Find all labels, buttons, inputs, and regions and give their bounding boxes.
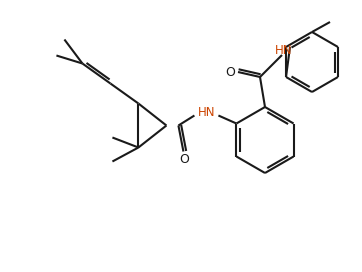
Text: O: O <box>180 153 189 166</box>
Text: O: O <box>225 66 235 79</box>
Text: HN: HN <box>198 106 215 119</box>
Text: HN: HN <box>275 45 293 57</box>
